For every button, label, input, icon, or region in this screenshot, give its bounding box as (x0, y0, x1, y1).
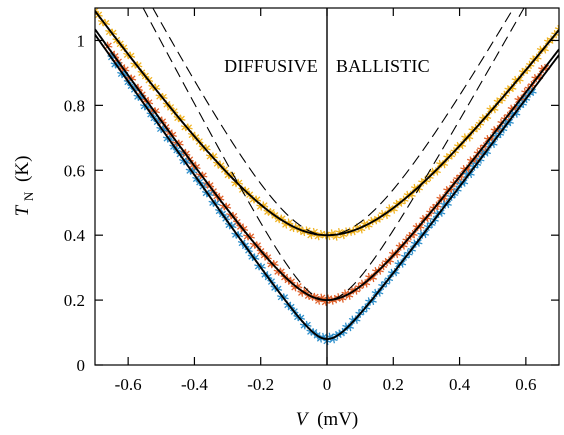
x-tick-label: -0.2 (247, 375, 274, 394)
region-label-ballistic: BALLISTIC (336, 56, 430, 76)
y-axis-unit: (K) (12, 156, 33, 182)
y-axis-symbol: T (12, 204, 33, 216)
axes: -0.6 -0.4 -0.2 0 0.2 0.4 0.6 0 0.2 0.4 0.6 0.8 1 (64, 7, 560, 394)
x-tick-label: 0 (323, 375, 332, 394)
data-point (432, 167, 441, 176)
data-point (361, 279, 371, 288)
y-tick-label: 0.2 (64, 291, 85, 310)
y-tick-label: 1 (77, 31, 86, 50)
data-point (392, 249, 401, 259)
y-axis-title: T N (K) (12, 156, 38, 217)
x-tick-label: -0.4 (181, 375, 208, 394)
y-tick-label: 0.6 (64, 161, 85, 180)
data-point (439, 159, 449, 169)
y-tick-label: 0.4 (64, 226, 86, 245)
data-point (345, 322, 354, 332)
x-tick-label: 0.2 (383, 375, 404, 394)
x-axis-unit: (mV) (317, 409, 358, 430)
region-label-diffusive: DIFFUSIVE (224, 56, 318, 76)
data-point (464, 133, 474, 142)
data-point (368, 273, 377, 283)
y-tick-label: 0.8 (64, 96, 85, 115)
y-tick-label: 0 (77, 356, 86, 375)
data-point (407, 190, 416, 200)
y-axis-subscript: N (21, 191, 36, 201)
x-tick-label: 0.4 (449, 375, 471, 394)
x-tick-label: 0.6 (515, 375, 536, 394)
x-axis-title: V (mV) (296, 409, 359, 430)
x-tick-label: -0.6 (115, 375, 142, 394)
x-axis-symbol: V (296, 409, 310, 430)
